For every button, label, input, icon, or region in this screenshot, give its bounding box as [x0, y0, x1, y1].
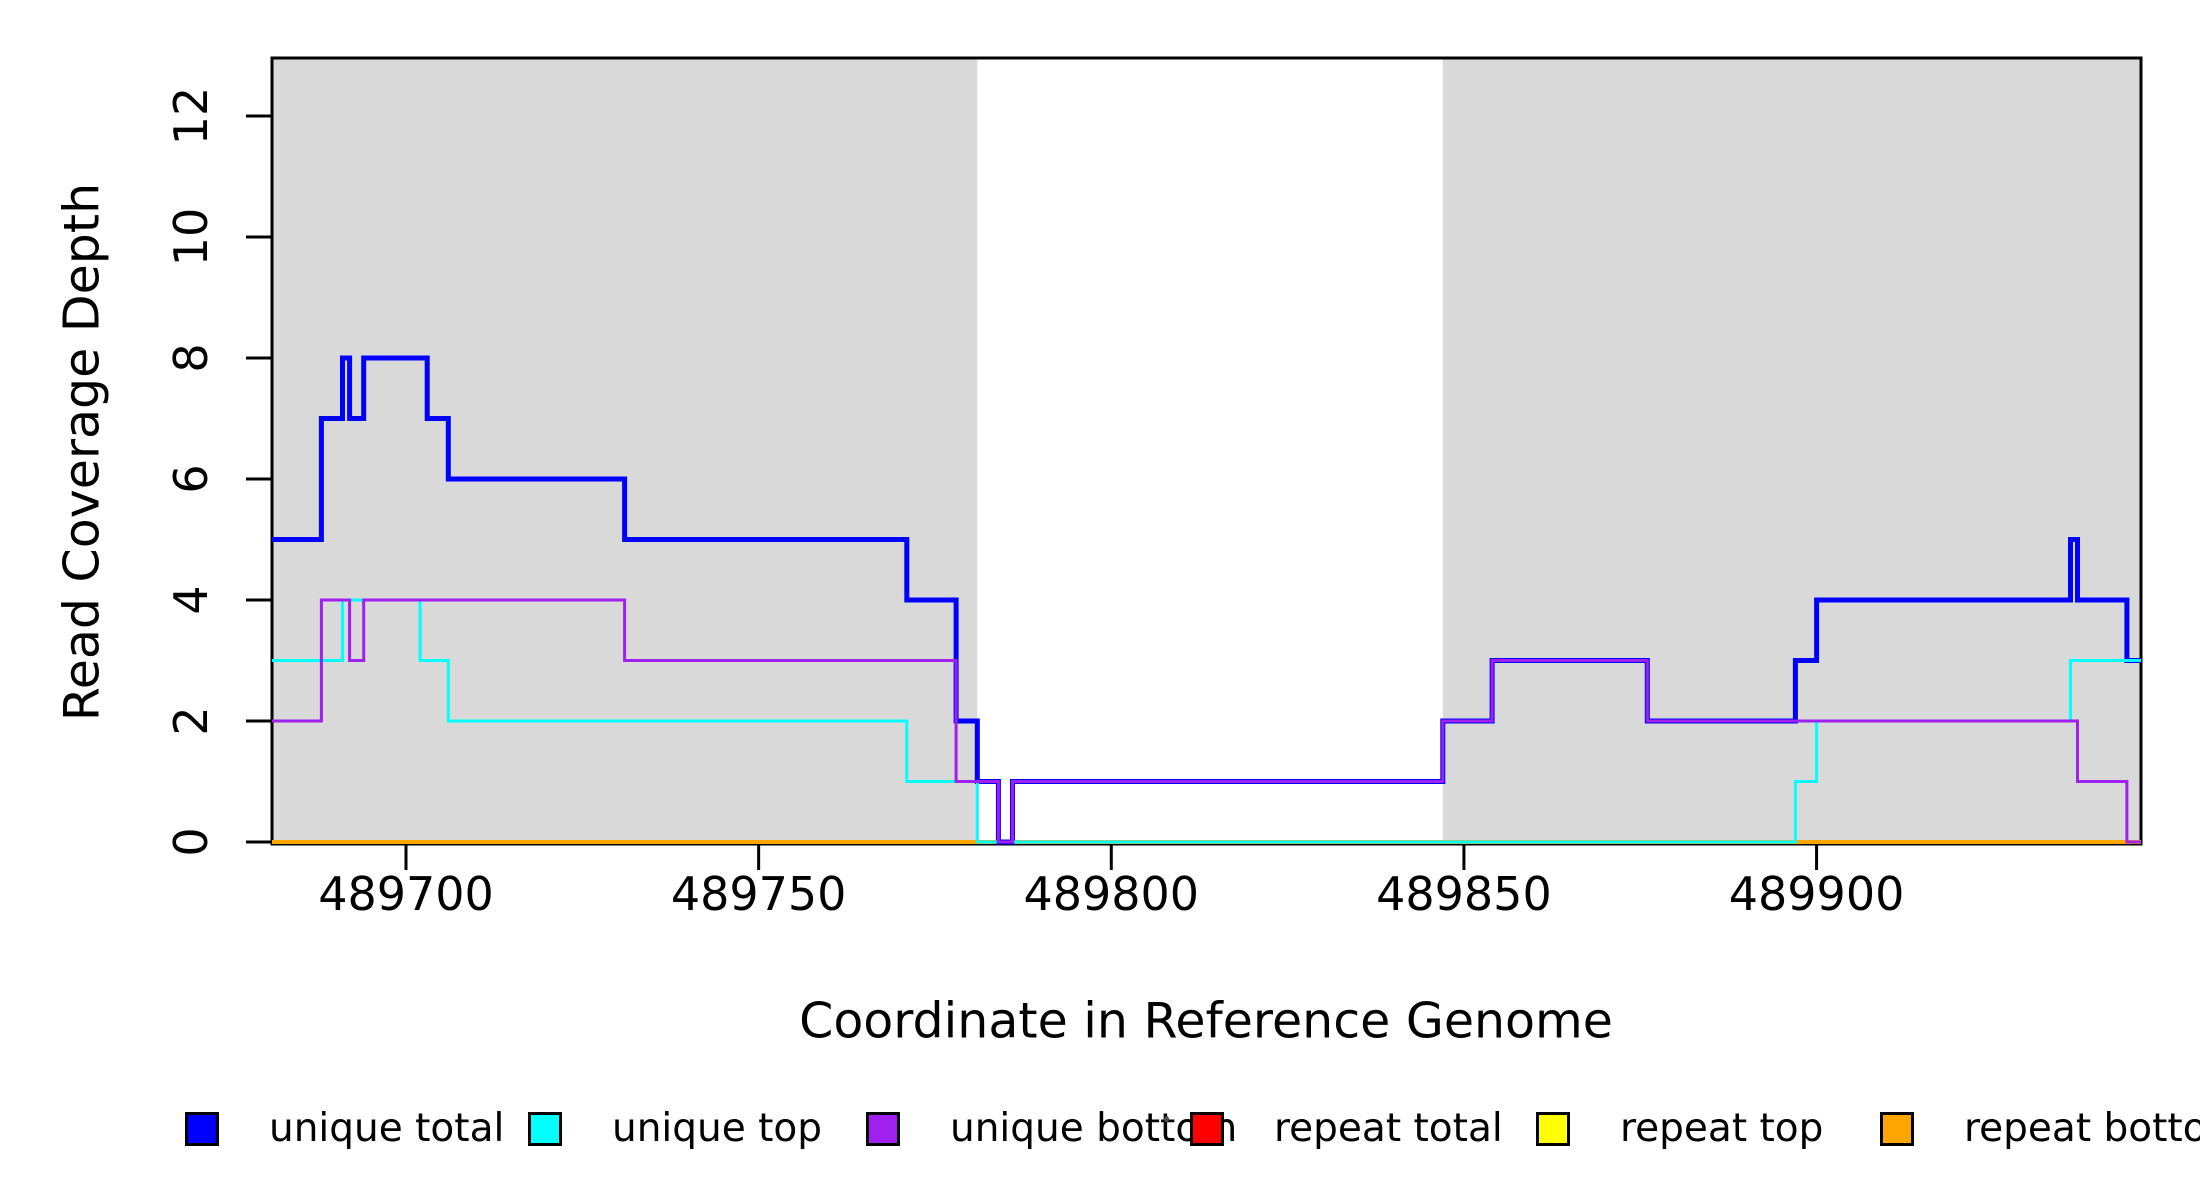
x-tick-label: 489800 — [1023, 867, 1200, 921]
series-line-unique-bottom — [272, 598, 2141, 844]
x-tick-label: 489900 — [1728, 867, 1905, 921]
x-axis-title: Coordinate in Reference Genome — [799, 992, 1613, 1050]
shaded-region-1 — [272, 58, 978, 844]
y-tick-label: 0 — [164, 827, 218, 857]
legend-item-unique-top: unique top — [528, 1106, 823, 1151]
y-tick-label: 8 — [164, 343, 218, 373]
legend-swatch — [1536, 1112, 1570, 1146]
x-tick-label: 489750 — [670, 867, 847, 921]
legend-item-repeat-top: repeat top — [1536, 1106, 1824, 1151]
y-tick-label: 6 — [164, 464, 218, 494]
legend-item-unique-bottom: unique bottom — [866, 1106, 1238, 1151]
legend-item-unique-total: unique total — [185, 1106, 505, 1151]
legend-item-repeat-bottom: repeat bottom — [1880, 1106, 2200, 1151]
legend-swatch — [185, 1112, 219, 1146]
legend-label: unique top — [612, 1106, 823, 1151]
shaded-region-2 — [1442, 58, 2141, 844]
x-tick-label: 489700 — [318, 867, 494, 921]
y-tick-label: 2 — [164, 706, 218, 736]
legend-label: unique bottom — [950, 1106, 1238, 1151]
legend-item-repeat-total: repeat total — [1190, 1106, 1503, 1151]
y-tick-label: 12 — [164, 86, 218, 146]
legend-swatch — [528, 1112, 562, 1146]
legend-label: unique total — [269, 1106, 505, 1151]
legend-swatch — [1190, 1112, 1224, 1146]
stray-dot — [1164, 1116, 1169, 1122]
legend-label: repeat total — [1274, 1106, 1503, 1151]
legend-swatch — [866, 1112, 900, 1146]
y-tick-label: 4 — [164, 585, 218, 615]
legend-swatch — [1880, 1112, 1914, 1146]
y-axis-title: Read Coverage Depth — [53, 182, 111, 722]
y-tick-label: 10 — [164, 207, 218, 267]
legend-label: repeat top — [1620, 1106, 1824, 1151]
legend-label: repeat bottom — [1964, 1106, 2200, 1151]
x-tick-label: 489850 — [1376, 867, 1552, 921]
